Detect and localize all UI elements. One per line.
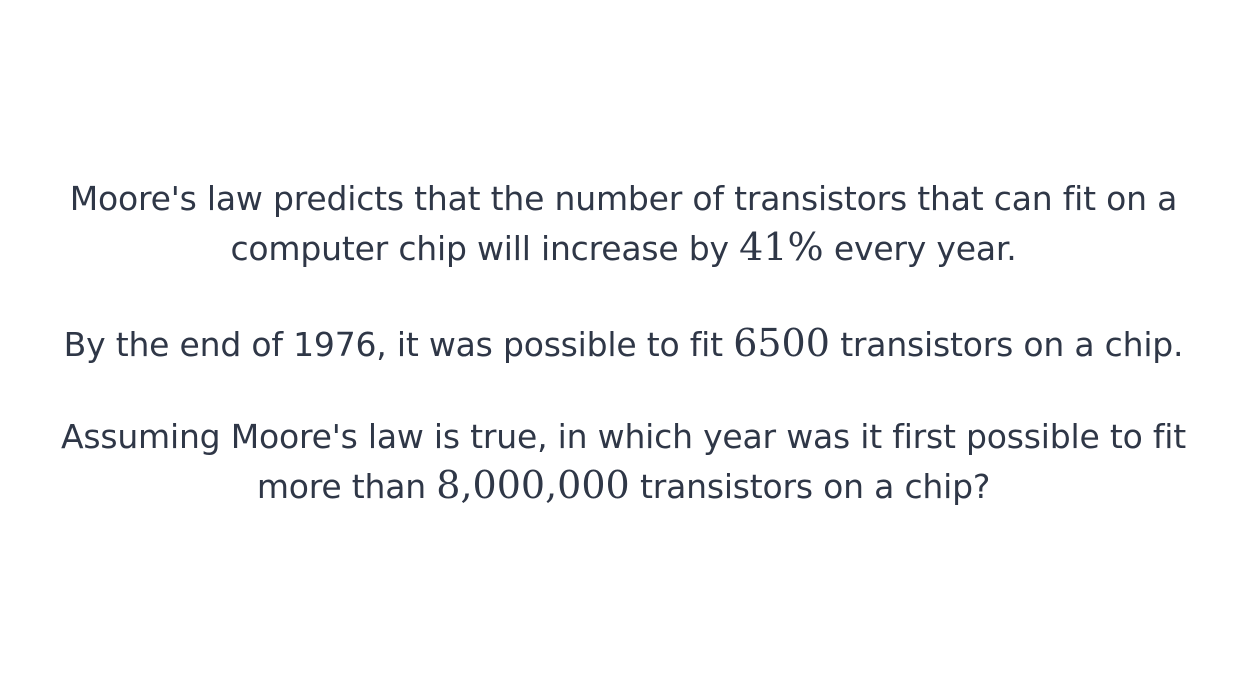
question-line-2-end: transistors on a chip? (629, 467, 991, 506)
paragraph-spacer (50, 369, 1197, 413)
moores-law-line-2-text: computer chip will increase by (230, 229, 740, 268)
growth-rate-math: 41% (739, 225, 824, 269)
paragraph-spacer (50, 273, 1197, 319)
question-line-1: Assuming Moore's law is true, in which y… (60, 417, 1187, 456)
moores-law-line-2-end: every year. (823, 229, 1017, 268)
initial-count-paragraph: By the end of 1976, it was possible to f… (50, 319, 1197, 369)
problem-text: Moore's law predicts that the number of … (50, 175, 1197, 511)
question-line-2-text: more than (256, 467, 437, 506)
target-transistor-count-math: 8,000,000 (436, 463, 630, 507)
initial-count-text: By the end of 1976, it was possible to f… (63, 325, 734, 364)
initial-transistor-count-math: 6500 (733, 321, 830, 365)
question-paragraph: Assuming Moore's law is true, in which y… (50, 413, 1197, 511)
moores-law-line-1: Moore's law predicts that the number of … (69, 179, 1178, 218)
moores-law-paragraph: Moore's law predicts that the number of … (50, 175, 1197, 273)
initial-count-end: transistors on a chip. (829, 325, 1184, 364)
